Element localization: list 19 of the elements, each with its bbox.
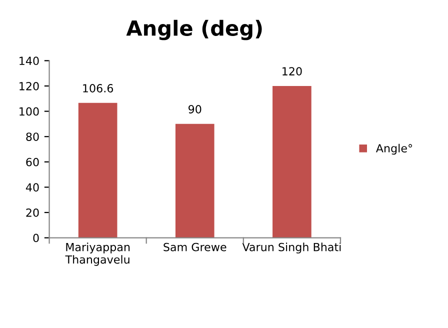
legend-label: Angle° [376, 144, 412, 155]
bar [78, 102, 118, 238]
data-label: 120 [282, 67, 302, 76]
y-tick-label: 20 [26, 208, 39, 217]
chart-title: Angle (deg) [126, 20, 262, 40]
y-tick-label: 100 [20, 107, 39, 116]
y-tick-label: 120 [20, 82, 39, 90]
y-tick-label: 60 [26, 158, 39, 166]
bar [272, 86, 312, 238]
x-tick-label: Sam Grewe [164, 242, 226, 252]
x-tick-label: Mariyappan Thangavelu [65, 242, 130, 266]
bar [175, 124, 214, 238]
data-label: 106.6 [83, 84, 114, 92]
data-label: 90 [188, 105, 202, 114]
y-tick-label: 80 [26, 132, 39, 141]
y-tick-label: 140 [20, 56, 39, 66]
y-tick-label: 0 [33, 234, 39, 242]
y-tick-label: 40 [26, 183, 39, 192]
x-tick-label: Varun Singh Bhati [242, 242, 341, 254]
